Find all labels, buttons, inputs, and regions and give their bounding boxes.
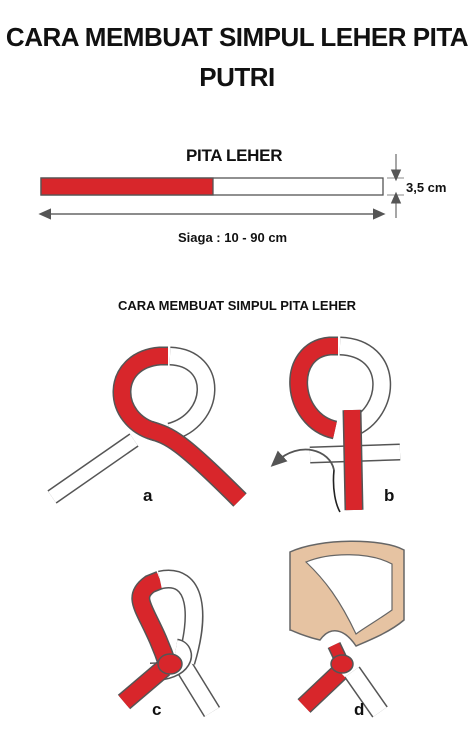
knot bbox=[157, 653, 183, 675]
step-label-c: c bbox=[152, 700, 162, 719]
collar-inner bbox=[304, 554, 393, 635]
step-a-illustration bbox=[47, 346, 247, 507]
step-c-illustration bbox=[117, 569, 221, 717]
step-label-b: b bbox=[384, 486, 395, 505]
steps-section-title: CARA MEMBUAT SIMPUL PITA LEHER bbox=[117, 298, 357, 313]
page-title-line-1: CARA MEMBUAT SIMPUL LEHER PITA bbox=[5, 22, 469, 52]
step-d-illustration bbox=[289, 540, 405, 718]
ribbon-width-label: 3,5 cm bbox=[406, 180, 447, 195]
knot bbox=[330, 654, 354, 674]
ribbon-red-part bbox=[40, 177, 214, 196]
width-dimension-marker bbox=[387, 154, 404, 218]
step-label-a: a bbox=[143, 486, 153, 505]
curved-arrow bbox=[270, 448, 335, 471]
ribbon-diagram bbox=[38, 154, 404, 220]
ribbon-label: PITA LEHER bbox=[186, 146, 283, 165]
step-label-d: d bbox=[354, 700, 365, 719]
step-b-illustration bbox=[270, 336, 401, 513]
page-title-line-2: PUTRI bbox=[199, 62, 275, 92]
ribbon-length-label: Siaga : 10 - 90 cm bbox=[178, 230, 288, 245]
